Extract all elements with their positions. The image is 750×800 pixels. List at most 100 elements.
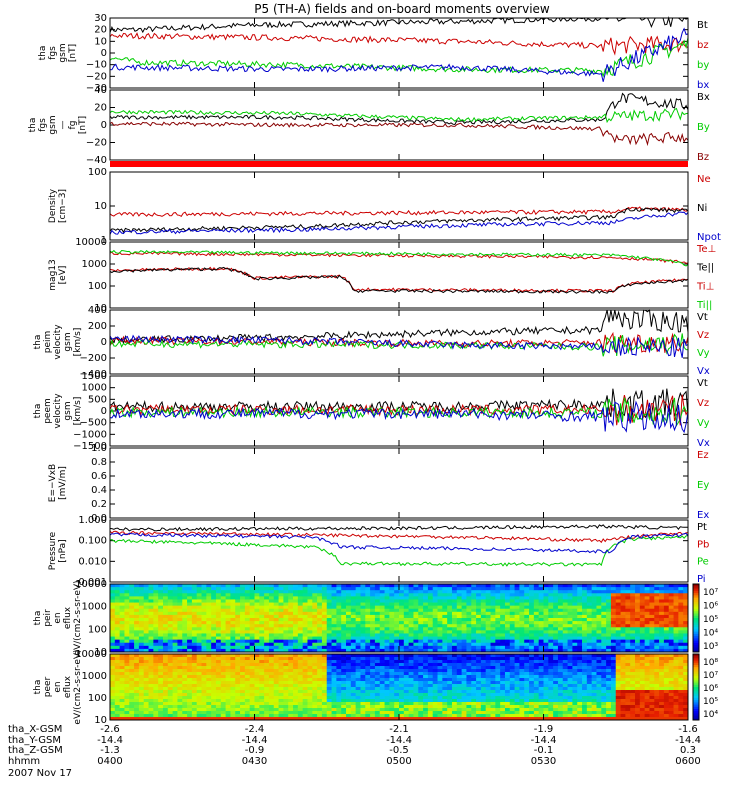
spectrogram-cell xyxy=(538,657,544,661)
spectrogram-cell xyxy=(182,624,188,628)
spectrogram-cell xyxy=(451,633,458,637)
spectrogram-cell xyxy=(254,633,260,637)
spectrogram-cell xyxy=(235,696,241,700)
spectrogram-cell xyxy=(476,684,482,688)
spectrogram-cell xyxy=(355,711,361,715)
spectrogram-cell xyxy=(374,621,381,625)
spectrogram-cell xyxy=(129,621,135,625)
spectrogram-cell xyxy=(124,602,130,607)
spectrogram-cell xyxy=(134,605,140,610)
spectrogram-cell xyxy=(240,618,246,622)
spectrogram-cell xyxy=(302,654,308,658)
spectrogram-cell xyxy=(514,614,520,619)
spectrogram-cell xyxy=(326,654,332,658)
spectrogram-cell xyxy=(413,642,419,647)
spectrogram-cell xyxy=(167,708,174,712)
spectrogram-cell xyxy=(365,702,371,706)
spectrogram-cell xyxy=(158,608,164,613)
spectrogram-cell xyxy=(254,624,260,628)
spectrogram-cell xyxy=(162,587,169,591)
spectrogram-cell xyxy=(201,648,207,653)
spectrogram-cell xyxy=(187,678,193,682)
spectrogram-cell xyxy=(466,590,472,594)
spectrogram-cell xyxy=(432,702,438,706)
spectrogram-cell xyxy=(538,621,544,625)
spectrogram-cell xyxy=(625,584,631,588)
spectrogram-cell xyxy=(504,587,511,591)
spectrogram-cell xyxy=(187,702,193,706)
spectrogram-cell xyxy=(485,642,491,647)
spectrogram-cell xyxy=(206,633,212,637)
spectrogram-cell xyxy=(668,618,674,622)
spectrogram-cell xyxy=(191,636,198,641)
spectrogram-cell xyxy=(659,624,665,628)
spectrogram-cell xyxy=(519,621,525,625)
spectrogram-cell xyxy=(461,660,467,664)
colorbar-segment xyxy=(693,647,699,651)
spectrogram-cell xyxy=(403,702,410,706)
spectrogram-cell xyxy=(297,618,304,622)
spectrogram-cell xyxy=(331,614,337,619)
spectrogram-cell xyxy=(423,602,429,607)
spectrogram-cell xyxy=(341,596,347,600)
spectrogram-cell xyxy=(413,684,419,688)
spectrogram-cell xyxy=(639,633,646,637)
spectrogram-cell xyxy=(451,639,458,644)
spectrogram-cell xyxy=(273,618,279,622)
spectrogram-cell xyxy=(158,711,164,715)
spectrogram-cell xyxy=(225,708,231,712)
spectrogram-cell xyxy=(403,699,410,703)
spectrogram-cell xyxy=(635,614,641,619)
spectrogram-cell xyxy=(293,693,299,697)
spectrogram-cell xyxy=(283,618,289,622)
spectrogram-cell xyxy=(211,654,217,658)
spectrogram-cell xyxy=(548,630,554,634)
spectrogram-cell xyxy=(399,717,405,721)
spectrogram-cell xyxy=(153,645,159,650)
spectrogram-cell xyxy=(143,711,149,715)
spectrogram-cell xyxy=(423,596,429,600)
spectrogram-cell xyxy=(649,611,655,616)
spectrogram-cell xyxy=(143,645,149,650)
spectrogram-cell xyxy=(485,636,491,641)
spectrogram-cell xyxy=(211,584,217,588)
spectrogram-cell xyxy=(456,584,463,588)
spectrogram-cell xyxy=(326,681,332,685)
spectrogram-cell xyxy=(220,605,226,610)
spectrogram-cell xyxy=(394,621,400,625)
spectrogram-cell xyxy=(138,669,145,673)
spectrogram-cell xyxy=(360,596,366,600)
spectrogram-cell xyxy=(504,633,511,637)
spectrogram-cell xyxy=(268,696,275,700)
spectrogram-cell xyxy=(403,690,410,694)
spectrogram-cell xyxy=(683,599,689,603)
spectrogram-cell xyxy=(201,587,207,591)
spectrogram-cell xyxy=(514,639,520,644)
spectrogram-cell xyxy=(379,648,385,653)
spectrogram-cell xyxy=(370,605,376,610)
spectrogram-cell xyxy=(191,618,198,622)
spectrogram-cell xyxy=(278,593,284,597)
spectrogram-cell xyxy=(620,648,626,653)
spectrogram-cell xyxy=(639,599,646,603)
spectrogram-cell xyxy=(413,672,419,676)
spectrogram-cell xyxy=(220,657,226,661)
spectrogram-cell xyxy=(500,696,506,700)
spectrogram-cell xyxy=(476,633,482,637)
spectrogram-cell xyxy=(601,618,607,622)
spectrogram-cell xyxy=(504,648,511,653)
spectrogram-cell xyxy=(500,705,506,709)
spectrogram-cell xyxy=(244,690,251,694)
spectrogram-cell xyxy=(413,630,419,634)
spectrogram-cell xyxy=(514,605,520,610)
spectrogram-cell xyxy=(201,654,207,658)
spectrogram-cell xyxy=(259,654,265,658)
spectrogram-cell xyxy=(374,587,381,591)
spectrogram-cell xyxy=(148,705,154,709)
spectrogram-cell xyxy=(476,630,482,634)
spectrogram-cell xyxy=(172,587,178,591)
spectrogram-cell xyxy=(514,611,520,616)
spectrogram-cell xyxy=(504,672,511,676)
spectrogram-cell xyxy=(423,639,429,644)
spectrogram-cell xyxy=(355,690,361,694)
